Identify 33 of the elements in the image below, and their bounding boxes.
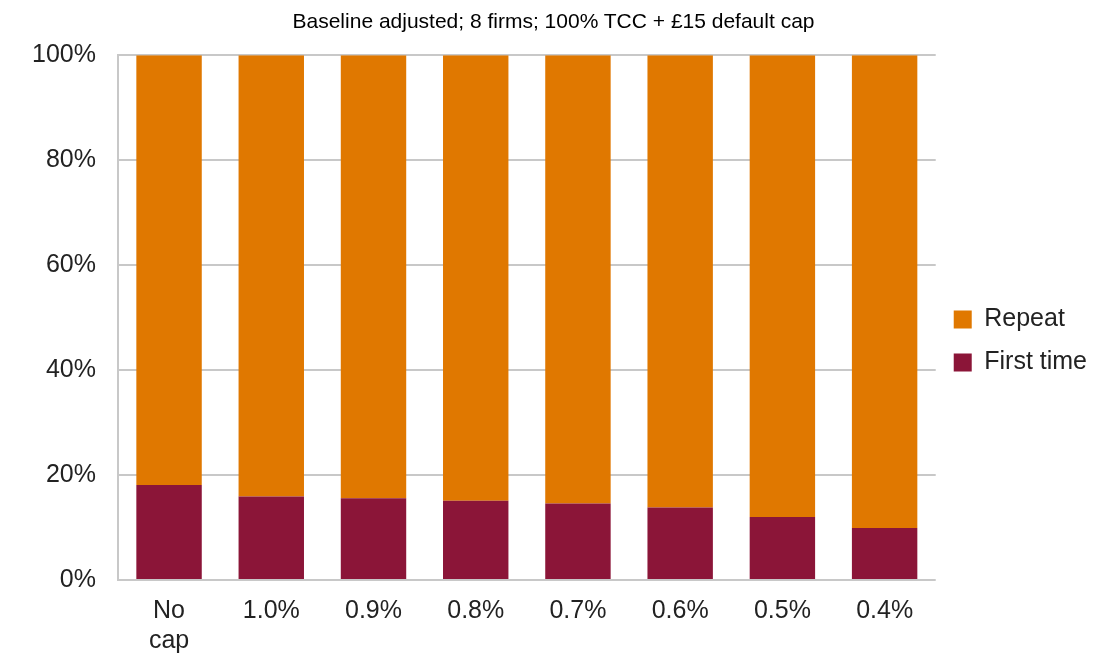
y-tick-label: 60% — [45, 249, 96, 278]
x-tick-label: No cap — [148, 594, 190, 653]
x-tick-label: 0.5% — [753, 594, 811, 623]
bar — [749, 55, 816, 518]
bar — [545, 55, 611, 504]
y-tick-label: 0% — [59, 563, 96, 592]
x-tick-label: 0.4% — [856, 594, 914, 623]
bar — [238, 496, 304, 579]
bar — [545, 503, 611, 579]
bar — [238, 55, 304, 497]
x-tick-label: 1.0% — [242, 594, 300, 623]
y-tick-label: 20% — [45, 458, 96, 487]
bar — [340, 498, 407, 579]
y-tick-label: 80% — [45, 144, 96, 173]
bar — [851, 55, 918, 529]
bar — [443, 55, 509, 501]
chart-title: Baseline adjusted; 8 firms; 100% TCC + £15 default cap — [292, 9, 815, 33]
y-tick-label: 40% — [45, 353, 96, 382]
legend-label: First time — [984, 346, 1088, 375]
y-tick-label: 100% — [31, 39, 96, 68]
x-tick-label: 0.6% — [651, 594, 709, 623]
bar — [647, 55, 713, 508]
bar — [136, 55, 202, 486]
x-tick-label: 0.8% — [447, 594, 505, 623]
bar — [136, 485, 202, 579]
bar — [749, 517, 816, 579]
legend-label: Repeat — [984, 303, 1065, 332]
bar — [443, 500, 509, 579]
bar — [851, 528, 918, 579]
bar — [340, 55, 407, 499]
x-tick-label: 0.7% — [549, 594, 607, 623]
bar — [647, 507, 713, 579]
x-tick-label: 0.9% — [345, 594, 402, 623]
